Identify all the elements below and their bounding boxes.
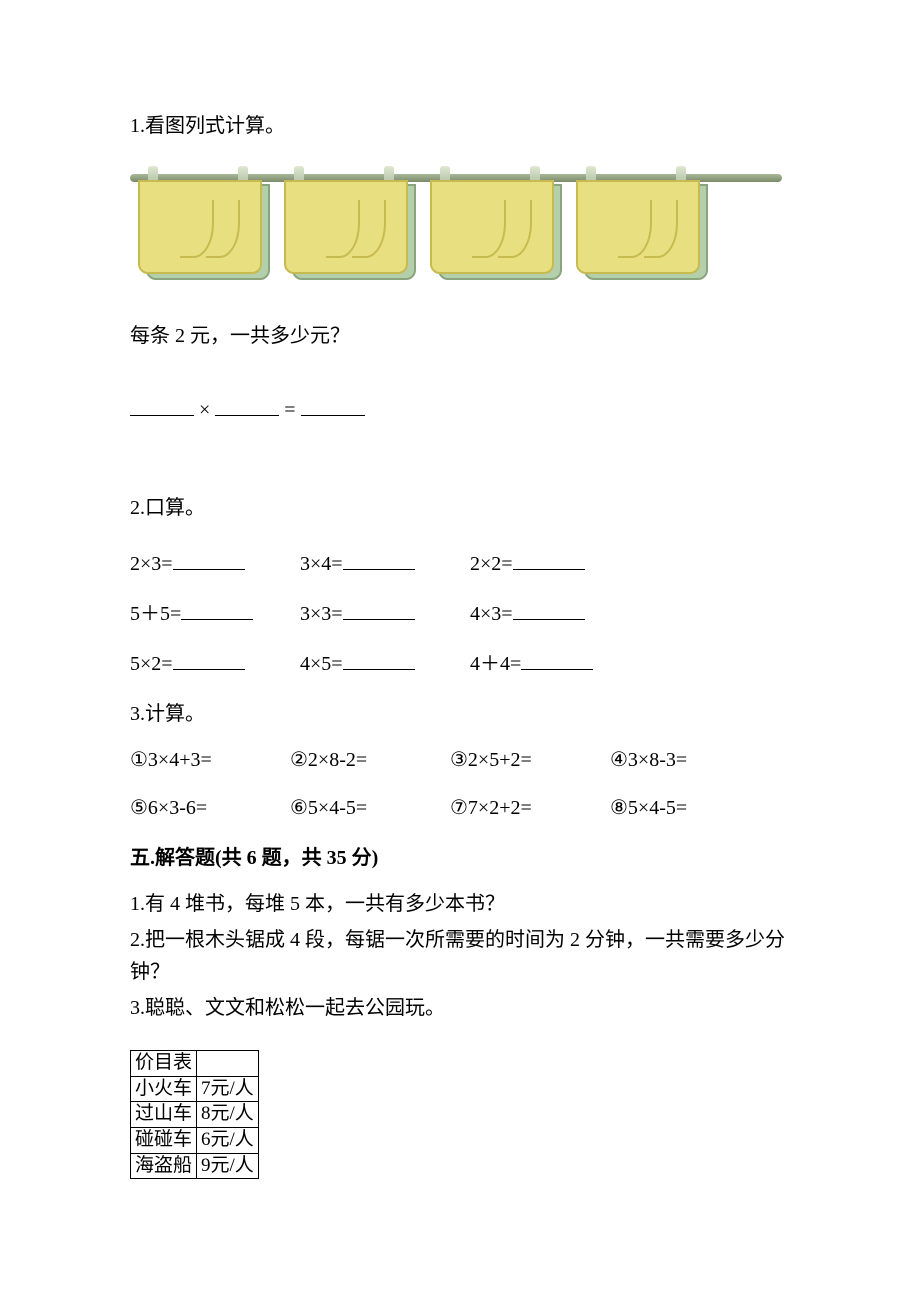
table-cell: 碰碰车: [131, 1128, 197, 1154]
table-row: 过山车 8元/人: [131, 1102, 259, 1128]
q2-title: 2.口算。: [130, 492, 790, 524]
problem-text: 1.有 4 堆书，每堆 5 本，一共有多少本书？: [130, 888, 790, 920]
price-table: 价目表 小火车 7元/人 过山车 8元/人 碰碰车 6元/人 海盗船 9元/人: [130, 1050, 259, 1179]
problem-text: 3.聪聪、文文和松松一起去公园玩。: [130, 992, 790, 1024]
problem-text: 2.把一根木头锯成 4 段，每锯一次所需要的时间为 2 分钟，一共需要多少分钟？: [130, 924, 790, 988]
table-row: 价目表: [131, 1051, 259, 1077]
q3-cell: ⑥5×4-5=: [290, 792, 450, 824]
q3-cell: ②2×8-2=: [290, 744, 450, 776]
table-cell: 8元/人: [197, 1102, 259, 1128]
blank-input[interactable]: [215, 394, 279, 416]
table-cell: 海盗船: [131, 1153, 197, 1179]
expr: 4＋4=: [470, 648, 521, 680]
table-cell: 6元/人: [197, 1128, 259, 1154]
table-row: 海盗船 9元/人: [131, 1153, 259, 1179]
q1-equation: × =: [130, 394, 790, 426]
table-cell: 价目表: [131, 1051, 197, 1077]
blank-input[interactable]: [521, 648, 593, 670]
blank-input[interactable]: [173, 548, 245, 570]
q2-cell: 4＋4=: [470, 648, 640, 680]
q2-cell: 3×3=: [300, 598, 470, 630]
table-row: 碰碰车 6元/人: [131, 1128, 259, 1154]
expr: 2×2=: [470, 548, 513, 580]
q2-cell: 4×5=: [300, 648, 470, 680]
q3-grid: ①3×4+3= ②2×8-2= ③2×5+2= ④3×8-3= ⑤6×3-6= …: [130, 744, 790, 824]
q3-cell: ⑤6×3-6=: [130, 792, 290, 824]
q3-title: 3.计算。: [130, 698, 790, 730]
expr: 4×5=: [300, 648, 343, 680]
q3-cell: ⑧5×4-5=: [610, 792, 770, 824]
table-cell: 7元/人: [197, 1076, 259, 1102]
towel-item: [568, 166, 714, 284]
towel-item: [422, 166, 568, 284]
expr: 3×4=: [300, 548, 343, 580]
table-row: 小火车 7元/人: [131, 1076, 259, 1102]
blank-input[interactable]: [343, 598, 415, 620]
q2-cell: 5＋5=: [130, 598, 300, 630]
blank-input[interactable]: [173, 648, 245, 670]
q2-cell: 5×2=: [130, 648, 300, 680]
q1-title: 1.看图列式计算。: [130, 110, 790, 142]
q2-cell: 2×2=: [470, 548, 640, 580]
q3-cell: ①3×4+3=: [130, 744, 290, 776]
q2-cell: 3×4=: [300, 548, 470, 580]
blank-input[interactable]: [343, 648, 415, 670]
expr: 5×2=: [130, 648, 173, 680]
towel-fold: [352, 200, 386, 258]
q3-cell: ③2×5+2=: [450, 744, 610, 776]
multiply-sign: ×: [199, 399, 210, 421]
towel-item: [130, 166, 276, 284]
towel-front: [430, 180, 554, 274]
q2-grid: 2×3= 3×4= 2×2= 5＋5= 3×3= 4×3= 5×2= 4×5= …: [130, 548, 790, 680]
expr: 5＋5=: [130, 598, 181, 630]
table-cell: 过山车: [131, 1102, 197, 1128]
table-cell: [197, 1051, 259, 1077]
blank-input[interactable]: [513, 548, 585, 570]
expr: 3×3=: [300, 598, 343, 630]
blank-input[interactable]: [181, 598, 253, 620]
section5-heading: 五.解答题(共 6 题，共 35 分): [130, 842, 790, 874]
towel-item: [276, 166, 422, 284]
table-cell: 9元/人: [197, 1153, 259, 1179]
towel-front: [138, 180, 262, 274]
towel-fold: [206, 200, 240, 258]
blank-input[interactable]: [130, 394, 194, 416]
towels-illustration: [130, 166, 790, 284]
towel-fold: [644, 200, 678, 258]
table-cell: 小火车: [131, 1076, 197, 1102]
blank-input[interactable]: [343, 548, 415, 570]
towel-front: [284, 180, 408, 274]
q2-cell: 4×3=: [470, 598, 640, 630]
equals-sign: =: [284, 399, 295, 421]
towel-front: [576, 180, 700, 274]
blank-input[interactable]: [513, 598, 585, 620]
towel-fold: [498, 200, 532, 258]
q2-cell: 2×3=: [130, 548, 300, 580]
q1-subtext: 每条 2 元，一共多少元？: [130, 320, 790, 352]
word-problems: 1.有 4 堆书，每堆 5 本，一共有多少本书？ 2.把一根木头锯成 4 段，每…: [130, 888, 790, 1024]
blank-input[interactable]: [301, 394, 365, 416]
expr: 4×3=: [470, 598, 513, 630]
q3-cell: ⑦7×2+2=: [450, 792, 610, 824]
q3-cell: ④3×8-3=: [610, 744, 770, 776]
expr: 2×3=: [130, 548, 173, 580]
